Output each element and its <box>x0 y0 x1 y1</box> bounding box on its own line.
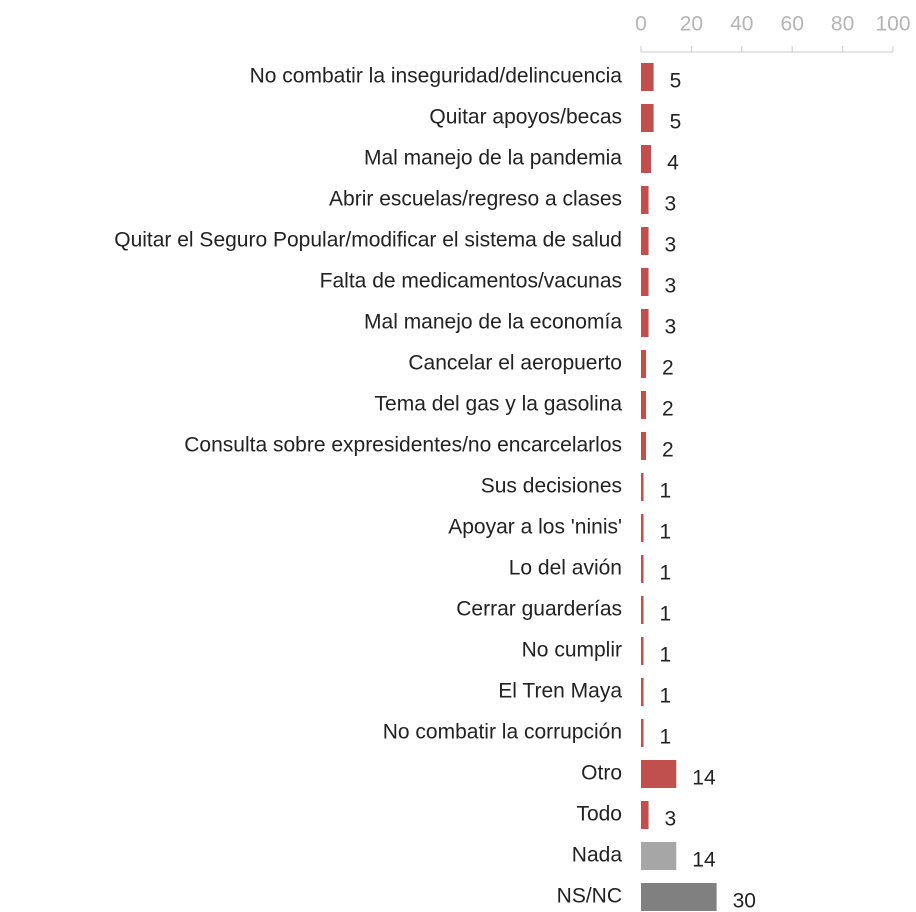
category-label: NS/NC <box>557 885 622 908</box>
value-label: 14 <box>692 767 716 790</box>
category-label: Tema del gas y la gasolina <box>375 393 623 416</box>
value-label: 1 <box>660 685 672 708</box>
category-label: Quitar apoyos/becas <box>429 106 622 129</box>
bar <box>641 63 654 91</box>
bar <box>641 637 644 665</box>
value-label: 2 <box>662 398 674 421</box>
value-label: 1 <box>660 521 672 544</box>
bar <box>641 391 647 419</box>
category-label: Cerrar guarderías <box>456 598 622 621</box>
value-label: 5 <box>670 70 682 93</box>
value-label: 1 <box>660 726 672 749</box>
category-label: Cancelar el aeropuerto <box>408 352 622 375</box>
value-label: 14 <box>692 849 716 872</box>
bar <box>641 104 654 132</box>
category-label: Falta de medicamentos/vacunas <box>320 270 622 293</box>
category-label: Abrir escuelas/regreso a clases <box>329 188 622 211</box>
bar <box>641 309 649 337</box>
category-label: No combatir la corrupción <box>383 721 622 744</box>
bar <box>641 514 644 542</box>
value-label: 5 <box>670 111 682 134</box>
bar <box>641 596 644 624</box>
category-label: Todo <box>576 803 622 826</box>
category-label: Lo del avión <box>509 557 622 580</box>
category-label: No combatir la inseguridad/delincuencia <box>250 65 623 88</box>
value-label: 3 <box>665 234 677 257</box>
bar <box>641 186 649 214</box>
value-label: 30 <box>733 890 756 912</box>
category-label: Quitar el Seguro Popular/modificar el si… <box>114 229 622 252</box>
bar <box>641 842 677 870</box>
x-tick-label: 80 <box>831 13 854 36</box>
value-label: 1 <box>660 644 672 667</box>
value-label: 1 <box>660 562 672 585</box>
value-label: 2 <box>662 439 674 462</box>
value-label: 4 <box>667 152 679 175</box>
x-tick-label: 60 <box>781 13 804 36</box>
category-label: Mal manejo de la pandemia <box>364 147 622 170</box>
category-label: Mal manejo de la economía <box>364 311 622 334</box>
bar <box>641 350 647 378</box>
category-label: El Tren Maya <box>498 680 622 703</box>
category-label: Sus decisiones <box>481 475 622 498</box>
bar <box>641 883 717 911</box>
category-label: Apoyar a los 'ninis' <box>448 516 622 539</box>
value-label: 2 <box>662 357 674 380</box>
category-label: Consulta sobre expresidentes/no encarcel… <box>184 434 622 457</box>
bar <box>641 719 644 747</box>
bar <box>641 760 677 788</box>
x-tick-label: 20 <box>680 13 703 36</box>
bar <box>641 432 647 460</box>
x-tick-label: 40 <box>730 13 753 36</box>
value-label: 3 <box>665 193 677 216</box>
x-tick-label: 0 <box>635 13 647 36</box>
x-tick-label: 100 <box>875 13 910 36</box>
bar <box>641 268 649 296</box>
bar <box>641 678 644 706</box>
value-label: 1 <box>660 480 672 503</box>
bar <box>641 145 652 173</box>
category-label: Nada <box>572 844 623 867</box>
bar <box>641 555 644 583</box>
bar <box>641 801 649 829</box>
bar <box>641 227 649 255</box>
value-label: 3 <box>665 316 677 339</box>
value-label: 1 <box>660 603 672 626</box>
bar <box>641 473 644 501</box>
value-label: 3 <box>665 808 677 831</box>
category-label: No cumplir <box>522 639 622 662</box>
category-label: Otro <box>581 762 622 785</box>
value-label: 3 <box>665 275 677 298</box>
